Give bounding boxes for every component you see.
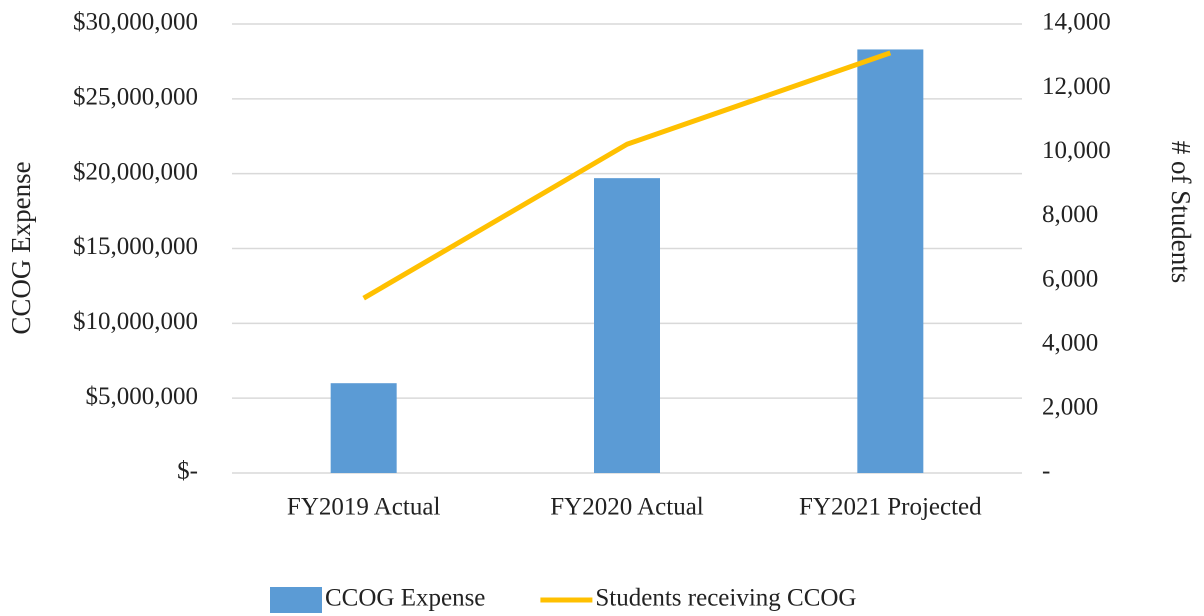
y-axis-label: CCOG Expense — [6, 161, 36, 334]
x-tick-label: FY2021 Projected — [799, 494, 982, 521]
y-tick-label: $25,000,000 — [73, 84, 198, 111]
y-tick-label: $30,000,000 — [73, 9, 198, 36]
y-tick-label: $15,000,000 — [73, 233, 198, 260]
y-tick-label: $- — [177, 458, 198, 485]
y2-tick-label: 6,000 — [1042, 265, 1098, 292]
y2-tick-label: - — [1042, 458, 1050, 485]
legend-label: Students receiving CCOG — [595, 585, 856, 612]
x-tick-label: FY2019 Actual — [287, 494, 441, 521]
y-tick-label: $20,000,000 — [73, 158, 198, 185]
y2-tick-label: 10,000 — [1042, 137, 1111, 164]
bar — [857, 49, 924, 474]
bar — [594, 178, 660, 473]
y2-axis-label: # of Students — [1166, 141, 1196, 284]
y2-tick-label: 14,000 — [1042, 9, 1111, 36]
y2-tick-label: 4,000 — [1042, 329, 1098, 356]
x-tick-label: FY2020 Actual — [550, 494, 704, 521]
legend-swatch — [270, 587, 322, 613]
y2-tick-label: 2,000 — [1042, 394, 1098, 421]
legend-label: CCOG Expense — [325, 585, 485, 612]
y2-tick-label: 8,000 — [1042, 201, 1098, 228]
bar — [330, 383, 397, 473]
y2-tick-label: 12,000 — [1042, 73, 1111, 100]
y-tick-label: $10,000,000 — [73, 308, 198, 335]
line — [362, 50, 892, 301]
y-tick-label: $5,000,000 — [86, 383, 199, 410]
